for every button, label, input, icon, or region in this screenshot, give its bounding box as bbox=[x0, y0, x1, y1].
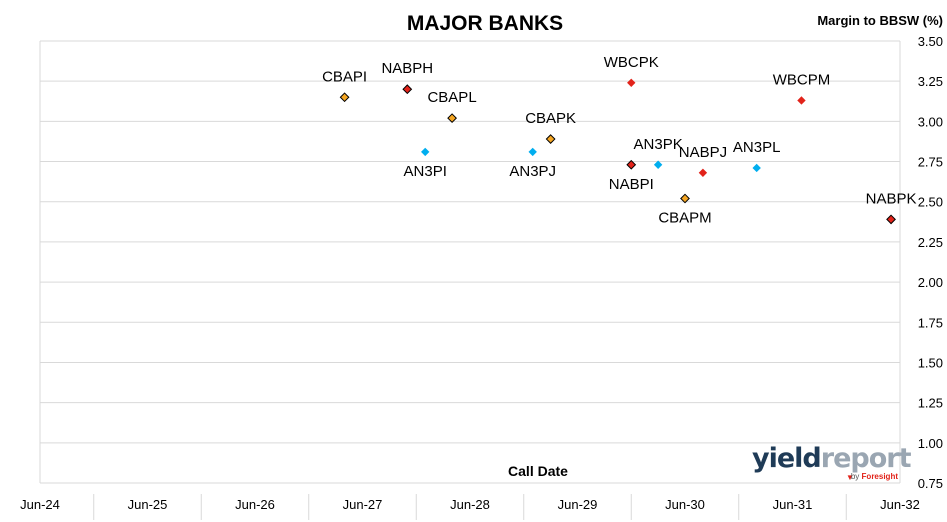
data-label-cbapi: CBAPI bbox=[322, 68, 367, 85]
y-tick-label: 0.75 bbox=[918, 476, 943, 491]
data-point-nabpk bbox=[886, 214, 896, 225]
y-tick-label: 2.25 bbox=[918, 235, 943, 250]
x-tick-label: Jun-29 bbox=[558, 497, 598, 512]
x-tick-label: Jun-25 bbox=[128, 497, 168, 512]
y-tick-label: 1.75 bbox=[918, 315, 943, 330]
point-labels: CBAPI NABPH CBAPL AN3PI WBCPK CBAPK AN3PJ NABPI… bbox=[322, 54, 916, 227]
data-label-wbcpm: WBCPM bbox=[773, 71, 831, 88]
data-point-wbcpk bbox=[627, 78, 636, 87]
x-tick-label: Jun-31 bbox=[773, 497, 813, 512]
logo-byline: by Foresight bbox=[851, 472, 898, 481]
y-axis-title: Margin to BBSW (%) bbox=[817, 13, 943, 28]
yieldreport-logo: yieldreport ▼ by Foresight bbox=[752, 443, 911, 484]
y-tick-label: 3.00 bbox=[918, 114, 943, 129]
data-point-cbapi bbox=[339, 92, 350, 103]
x-tick-label: Jun-28 bbox=[450, 497, 490, 512]
data-point-wbcpm bbox=[797, 96, 806, 105]
logo-text-yield: yield bbox=[752, 443, 822, 474]
chart-title: MAJOR BANKS bbox=[406, 12, 564, 35]
x-tick-label: Jun-32 bbox=[880, 497, 920, 512]
data-point-an3pl bbox=[752, 163, 761, 173]
data-label-an3pi: AN3PI bbox=[404, 163, 447, 180]
x-tick-label: Jun-26 bbox=[235, 497, 275, 512]
y-tick-label: 1.25 bbox=[918, 396, 943, 411]
logo-by-brand: Foresight bbox=[861, 472, 898, 481]
y-tick-label: 2.75 bbox=[918, 155, 943, 170]
data-label-nabpi: NABPI bbox=[609, 176, 654, 193]
y-tick-label: 1.00 bbox=[918, 436, 943, 451]
data-label-cbapm: CBAPM bbox=[658, 210, 711, 227]
y-tick-label: 1.50 bbox=[918, 355, 943, 370]
y-tick-label: 2.50 bbox=[918, 195, 943, 210]
data-label-nabpk: NABPK bbox=[866, 190, 917, 207]
gridlines bbox=[39, 40, 901, 484]
x-tick-label: Jun-27 bbox=[343, 497, 383, 512]
x-tick-label: Jun-24 bbox=[20, 497, 60, 512]
data-label-cbapk: CBAPK bbox=[525, 110, 576, 127]
x-tick-label: Jun-30 bbox=[665, 497, 705, 512]
data-point-an3pi bbox=[421, 147, 430, 157]
data-label-an3pj: AN3PJ bbox=[509, 163, 556, 180]
data-points bbox=[339, 78, 896, 225]
data-point-nabpi bbox=[626, 159, 637, 170]
data-label-cbapl: CBAPL bbox=[427, 89, 476, 106]
data-label-an3pl: AN3PL bbox=[733, 139, 781, 156]
data-label-wbcpk: WBCPK bbox=[604, 54, 659, 71]
data-point-cbapk bbox=[545, 134, 556, 144]
data-point-cbapm bbox=[680, 193, 690, 204]
data-point-cbapl bbox=[447, 113, 457, 124]
data-point-nabpj bbox=[698, 168, 708, 177]
x-axis-title: Call Date bbox=[508, 463, 568, 479]
data-label-nabph: NABPH bbox=[381, 60, 433, 77]
axes: 0.75 1.00 1.25 1.50 1.75 2.00 2.25 2.50 2.75 3.00… bbox=[20, 34, 943, 520]
data-label-an3pk: AN3PK bbox=[634, 136, 683, 153]
y-tick-label: 2.00 bbox=[918, 275, 943, 290]
data-point-an3pk bbox=[653, 160, 663, 169]
data-label-nabpj: NABPJ bbox=[679, 144, 727, 161]
logo-arrow-icon: ▼ bbox=[846, 473, 854, 482]
data-point-nabph bbox=[402, 84, 413, 95]
logo-by-prefix: by bbox=[850, 472, 860, 481]
y-tick-label: 3.25 bbox=[918, 74, 943, 89]
logo-text-report: report bbox=[820, 443, 912, 474]
data-point-an3pj bbox=[528, 147, 537, 157]
y-tick-label: 3.50 bbox=[918, 34, 943, 49]
